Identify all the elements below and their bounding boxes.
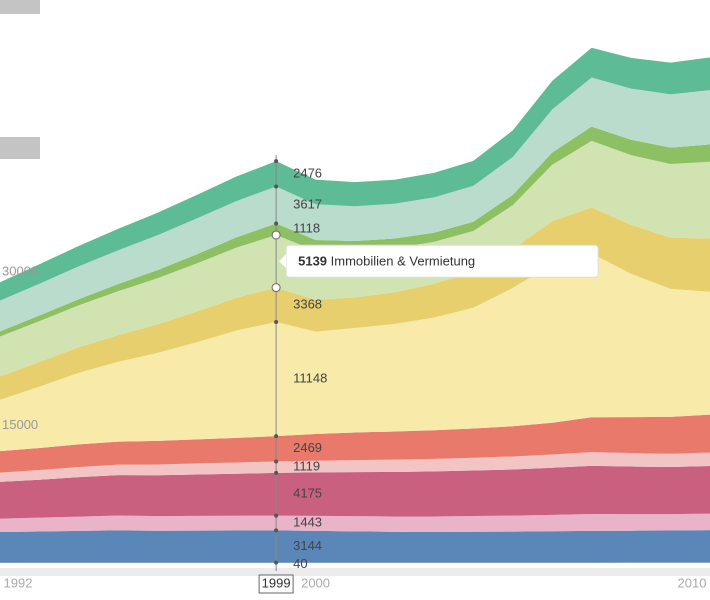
data-label: 1119 <box>293 459 320 474</box>
data-label: 40 <box>293 556 307 571</box>
area <box>0 253 710 452</box>
area <box>0 47 710 301</box>
area <box>0 452 710 482</box>
areas <box>0 47 710 563</box>
area <box>0 530 710 563</box>
y-tick-label: 15000 <box>2 417 38 432</box>
hover-point <box>271 230 281 240</box>
tooltip-value: 5139 <box>298 254 327 269</box>
hover-dot <box>274 320 279 325</box>
tooltip: 5139 Immobilien & Vermietung <box>279 244 599 278</box>
data-label: 3368 <box>293 296 322 311</box>
data-label: 11148 <box>293 371 327 386</box>
area <box>0 562 710 563</box>
data-label: 3617 <box>293 196 322 211</box>
x-tick-label: 2010 <box>678 575 707 590</box>
tooltip-arrow <box>279 254 287 269</box>
x-tick-label: 1992 <box>4 575 33 590</box>
x-tick-label: 2000 <box>301 575 330 590</box>
hover-dot <box>274 459 279 464</box>
x-label-highlight <box>258 574 294 594</box>
data-label: 4175 <box>293 486 322 501</box>
data-label: 1443 <box>293 514 322 529</box>
area <box>0 513 710 533</box>
hover-point <box>271 283 281 293</box>
data-label: 2469 <box>293 440 322 455</box>
hover-dot <box>274 434 279 439</box>
hover-dot <box>274 560 279 565</box>
tooltip-text: 5139 Immobilien & Vermietung <box>298 254 475 269</box>
hover-dot <box>274 528 279 533</box>
toolbar-block <box>0 137 40 159</box>
hover-dot <box>274 221 279 226</box>
hover-dot <box>274 513 279 518</box>
hover-dot <box>274 159 279 164</box>
data-label: 1118 <box>293 221 320 236</box>
toolbar-block <box>0 0 40 14</box>
hover-dot <box>274 184 279 189</box>
area <box>0 126 710 337</box>
x-tick-label: 1999 <box>262 575 291 590</box>
data-label: 3144 <box>293 538 322 553</box>
y-tick-label: 30000 <box>2 263 38 278</box>
range-slider[interactable] <box>0 568 710 576</box>
area <box>0 465 710 519</box>
area <box>0 77 710 332</box>
hover-dot <box>274 470 279 475</box>
area <box>0 414 710 473</box>
data-label: 2476 <box>293 165 322 180</box>
tooltip-series-name: Immobilien & Vermietung <box>331 254 476 269</box>
